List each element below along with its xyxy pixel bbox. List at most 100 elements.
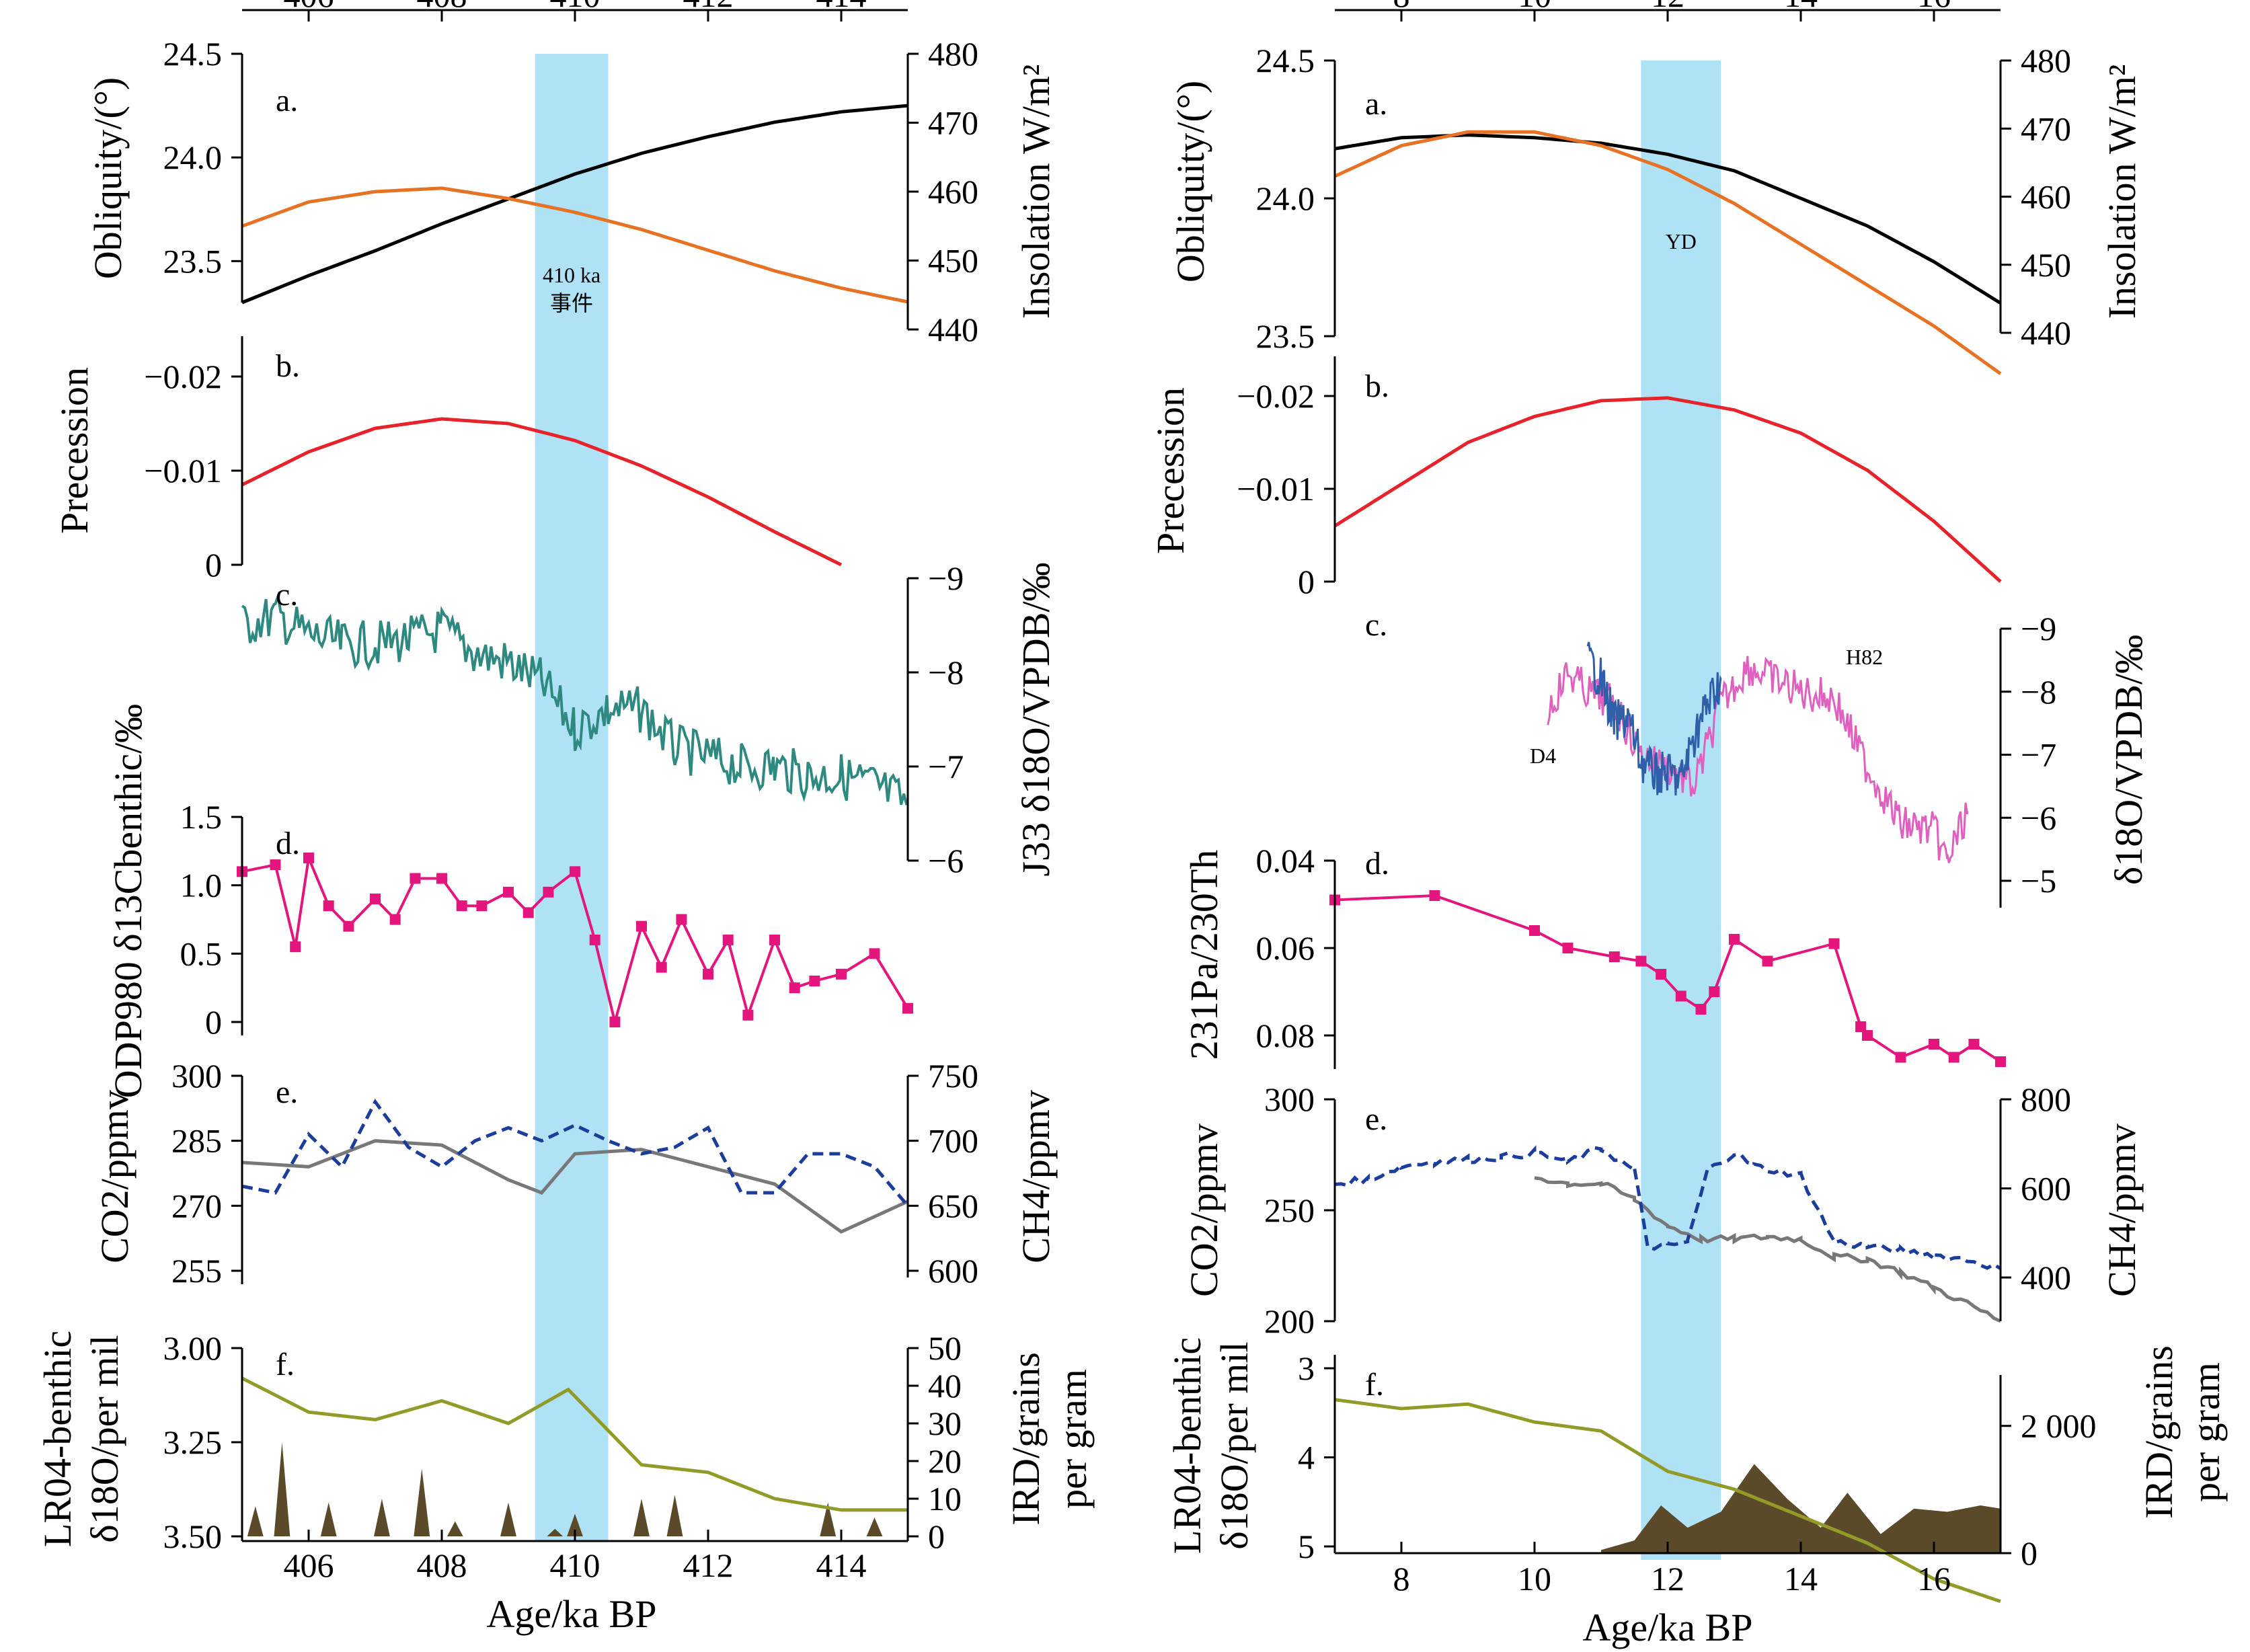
d13c-point [389, 914, 401, 925]
co2-axis-tick-label: 285 [171, 1122, 222, 1160]
top-axis-tick-label: 412 [683, 0, 734, 14]
d4-d18o-line [1586, 641, 1722, 796]
bottom-axis-tick-label: 14 [1784, 1560, 1818, 1598]
top-axis-tick-label: 10 [1518, 0, 1551, 14]
d13c-point [589, 935, 600, 945]
speleothem-axis-tick-label: −7 [2021, 736, 2056, 774]
precession-label: Precession [52, 367, 96, 534]
j33-d18o-line [241, 590, 908, 805]
pa-th-point [1429, 890, 1440, 901]
d13c-point [503, 886, 514, 898]
pa-th-point [1895, 1052, 1906, 1063]
d13c-point [902, 1002, 913, 1014]
co2-axis-tick-label: 270 [171, 1187, 222, 1224]
event-label-line1: 410 ka [543, 263, 600, 287]
d13c-point [410, 873, 421, 884]
ird-label-1: IRD/grains [1004, 1352, 1048, 1526]
top-axis-tick-label: 406 [284, 0, 334, 14]
precession-axis-tick-label: 0 [1298, 563, 1315, 600]
d13c-axis-tick-label: 1.0 [180, 867, 223, 904]
co2-axis-tick-label: 255 [171, 1252, 222, 1290]
ch4-axis-tick-label: 600 [2021, 1170, 2071, 1208]
d13c-point [270, 859, 281, 871]
d13c-point [543, 886, 554, 898]
obliquity-axis-tick-label: 24.0 [1256, 180, 1315, 217]
pa-th-axis-tick-label: 0.04 [1256, 842, 1315, 879]
precession-line [1333, 396, 2002, 583]
co2-line [1534, 1176, 2002, 1323]
bottom-axis-tick-label: 414 [816, 1546, 867, 1584]
ird-axis-tick-label: 10 [928, 1480, 962, 1518]
bottom-axis-tick-label: 406 [284, 1546, 334, 1584]
pa-th-axis-tick-label: 0.08 [1256, 1017, 1315, 1054]
event-label: YD [1666, 229, 1697, 253]
pa-th-point [1562, 943, 1574, 953]
speleothem-axis-tick-label: −8 [2021, 673, 2056, 711]
top-axis-tick-label: 408 [417, 0, 467, 14]
d13c-point [809, 976, 820, 986]
ird-axis-tick-label: 20 [928, 1442, 962, 1480]
panel-f-letter: f. [276, 1347, 295, 1382]
pa-th-point [1855, 1021, 1867, 1032]
bottom-axis-tick-label: 10 [1518, 1560, 1551, 1598]
event-label-line2: 事件 [550, 291, 593, 315]
ird-label-1: IRD/grains [2137, 1345, 2181, 1519]
d13c-point [769, 935, 780, 945]
ch4-axis-tick-label: 600 [928, 1252, 978, 1290]
insolation-axis-tick-label: 480 [928, 35, 978, 73]
h82-label: H82 [1846, 645, 1883, 669]
panel-e-letter: e. [276, 1074, 298, 1110]
co2-line [241, 1139, 909, 1234]
j33-axis-tick-label: −6 [928, 842, 964, 879]
lr04-axis-tick-label: 3.25 [163, 1423, 223, 1461]
d13c-axis-tick-label: 1.5 [180, 798, 223, 836]
d13c-point [703, 968, 713, 980]
d13c-point [836, 968, 847, 980]
speleothem-axis-tick-label: −5 [2021, 862, 2056, 900]
d13c-point [323, 900, 334, 912]
d13c-point [609, 1017, 621, 1027]
ch4-axis-tick-label: 750 [928, 1057, 978, 1095]
ch4-label: CH4/ppmv [2100, 1124, 2144, 1297]
insolation-axis-tick-label: 450 [928, 242, 978, 280]
ird-axis-tick-label: 2 000 [2021, 1407, 2097, 1445]
j33-label: J33 δ18O/VPDB/‰ [1014, 562, 1058, 876]
lr04-label-2: δ18O/per mil [1212, 1341, 1256, 1549]
pa-th-point [1529, 925, 1540, 936]
d13c-point [570, 866, 580, 877]
obliquity-axis-tick-label: 24.5 [163, 35, 223, 73]
insolation-axis-tick-label: 460 [928, 173, 978, 210]
insolation-axis-tick-label: 480 [2021, 42, 2071, 79]
j33-axis-tick-label: −7 [928, 748, 964, 785]
event-band [1641, 61, 1721, 1560]
d13c-point [722, 935, 734, 945]
event-band [535, 54, 609, 1541]
obliquity-axis-tick-label: 23.5 [1256, 317, 1315, 355]
j33-axis-tick-label: −9 [928, 559, 964, 597]
precession-axis-tick-label: −0.01 [144, 452, 222, 489]
precession-axis-tick-label: −0.02 [1237, 377, 1315, 415]
ird-axis-tick-label: 0 [2021, 1534, 2038, 1572]
pa-th-point [1929, 1039, 1939, 1050]
insolation-axis-tick-label: 440 [2021, 314, 2071, 352]
ch4-axis-tick-label: 650 [928, 1187, 978, 1224]
d13c-point [656, 961, 667, 973]
ird-axis-tick-label: 0 [928, 1518, 945, 1555]
speleothem-label: δ18O/VPDB/‰ [2107, 635, 2150, 885]
top-axis-tick-label: 8 [1393, 0, 1410, 14]
insolation-label: Insolation W/m² [1014, 65, 1058, 319]
pa-th-point [1675, 990, 1686, 1002]
pa-th-point [1995, 1056, 2006, 1067]
insolation-axis-tick-label: 460 [2021, 178, 2071, 216]
d13c-label: ODP980 δ13Cbenthic/‰ [106, 704, 150, 1098]
co2-axis-tick-label: 300 [171, 1057, 222, 1095]
top-axis-tick-label: 14 [1784, 0, 1818, 14]
insolation-axis-tick-label: 450 [2021, 246, 2071, 284]
top-axis-tick-label: 414 [816, 0, 867, 14]
d4-label: D4 [1530, 744, 1556, 768]
pa-th-point [1729, 934, 1740, 945]
ird-axis-tick-label: 50 [928, 1329, 962, 1367]
precession-label: Precession [1149, 387, 1192, 554]
bottom-axis-tick-label: 8 [1393, 1560, 1410, 1598]
bottom-axis-tick-label: 412 [683, 1546, 734, 1584]
